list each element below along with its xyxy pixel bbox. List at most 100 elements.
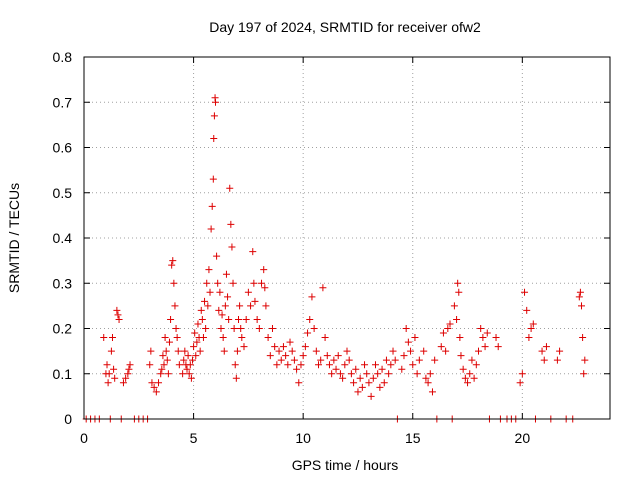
data-point: [122, 374, 130, 382]
data-point: [251, 297, 259, 305]
data-point: [271, 343, 279, 351]
data-point: [437, 343, 445, 351]
data-point: [556, 347, 564, 355]
data-point: [204, 302, 212, 310]
data-point: [352, 365, 360, 373]
data-point: [258, 279, 266, 287]
data-point: [173, 334, 181, 342]
data-point: [264, 334, 272, 342]
data-point: [483, 329, 491, 337]
data-point: [317, 356, 325, 364]
data-point: [206, 288, 214, 296]
data-point: [424, 379, 432, 387]
data-point: [174, 347, 182, 355]
data-point: [220, 347, 228, 355]
data-point: [232, 374, 240, 382]
data-point: [361, 361, 369, 369]
data-point: [230, 325, 238, 332]
data-point: [420, 347, 428, 355]
data-point: [197, 306, 205, 314]
data-point: [150, 383, 158, 391]
data-point: [100, 334, 108, 342]
data-point: [301, 343, 309, 351]
data-point: [358, 383, 366, 391]
data-point: [334, 352, 342, 360]
data-point: [282, 352, 290, 360]
data-point: [575, 293, 583, 301]
data-point: [238, 334, 246, 342]
data-point: [217, 325, 225, 332]
data-point: [350, 379, 358, 387]
data-point: [288, 347, 296, 355]
data-point: [192, 352, 200, 360]
y-tick-label: 0.3: [53, 275, 73, 291]
data-point: [233, 347, 241, 355]
data-point: [578, 302, 586, 310]
data-point: [450, 302, 458, 310]
data-point: [286, 338, 294, 346]
data-point: [184, 352, 192, 360]
data-point: [196, 347, 204, 355]
data-point: [371, 361, 379, 369]
data-point: [146, 361, 154, 369]
data-point: [494, 343, 502, 351]
y-axis-ticks: 0 0.1 0.2 0.3 0.4 0.5 0.6 0.7 0.8: [53, 49, 610, 427]
data-point: [293, 365, 301, 373]
data-point: [540, 356, 548, 364]
data-point: [409, 361, 417, 369]
data-point: [472, 361, 480, 369]
x-tick-label: 10: [295, 430, 311, 446]
data-point: [231, 361, 239, 369]
data-point: [227, 220, 235, 228]
data-point: [242, 315, 250, 323]
data-point: [210, 112, 218, 120]
data-point: [328, 370, 336, 378]
data-point: [455, 288, 463, 296]
data-point: [169, 257, 177, 265]
data-point: [356, 374, 364, 382]
data-point: [446, 320, 454, 328]
data-point: [385, 370, 393, 378]
data-point: [470, 374, 478, 382]
y-tick-label: 0.6: [53, 140, 73, 156]
data-point: [330, 356, 338, 364]
data-point: [527, 325, 535, 332]
data-point: [165, 338, 173, 346]
data-point: [479, 334, 487, 342]
data-point: [205, 266, 213, 274]
data-point: [215, 306, 223, 314]
data-point: [323, 352, 331, 360]
data-point: [319, 284, 327, 292]
data-point: [431, 356, 439, 364]
data-point: [108, 334, 116, 342]
data-point: [345, 356, 353, 364]
data-point: [538, 347, 546, 355]
data-point: [442, 347, 450, 355]
data-point: [382, 356, 390, 364]
data-point: [111, 374, 119, 382]
data-point: [103, 361, 111, 369]
data-point: [202, 325, 210, 332]
data-point: [284, 361, 292, 369]
data-point: [529, 320, 537, 328]
data-point: [148, 379, 156, 387]
y-tick-label: 0.5: [53, 185, 73, 201]
data-point: [105, 370, 113, 378]
data-point: [247, 302, 255, 310]
data-point: [273, 361, 281, 369]
data-point: [157, 370, 165, 378]
data-point: [203, 279, 211, 287]
data-point: [466, 370, 474, 378]
data-point: [266, 352, 274, 360]
data-point: [306, 315, 314, 323]
data-point: [407, 347, 415, 355]
data-point: [525, 334, 533, 342]
data-point: [152, 388, 160, 396]
data-point: [521, 288, 529, 296]
data-point: [523, 306, 531, 314]
data-point: [347, 370, 355, 378]
data-point: [179, 370, 187, 378]
data-point: [208, 202, 216, 210]
data-point: [481, 343, 489, 351]
data-point: [228, 243, 236, 251]
